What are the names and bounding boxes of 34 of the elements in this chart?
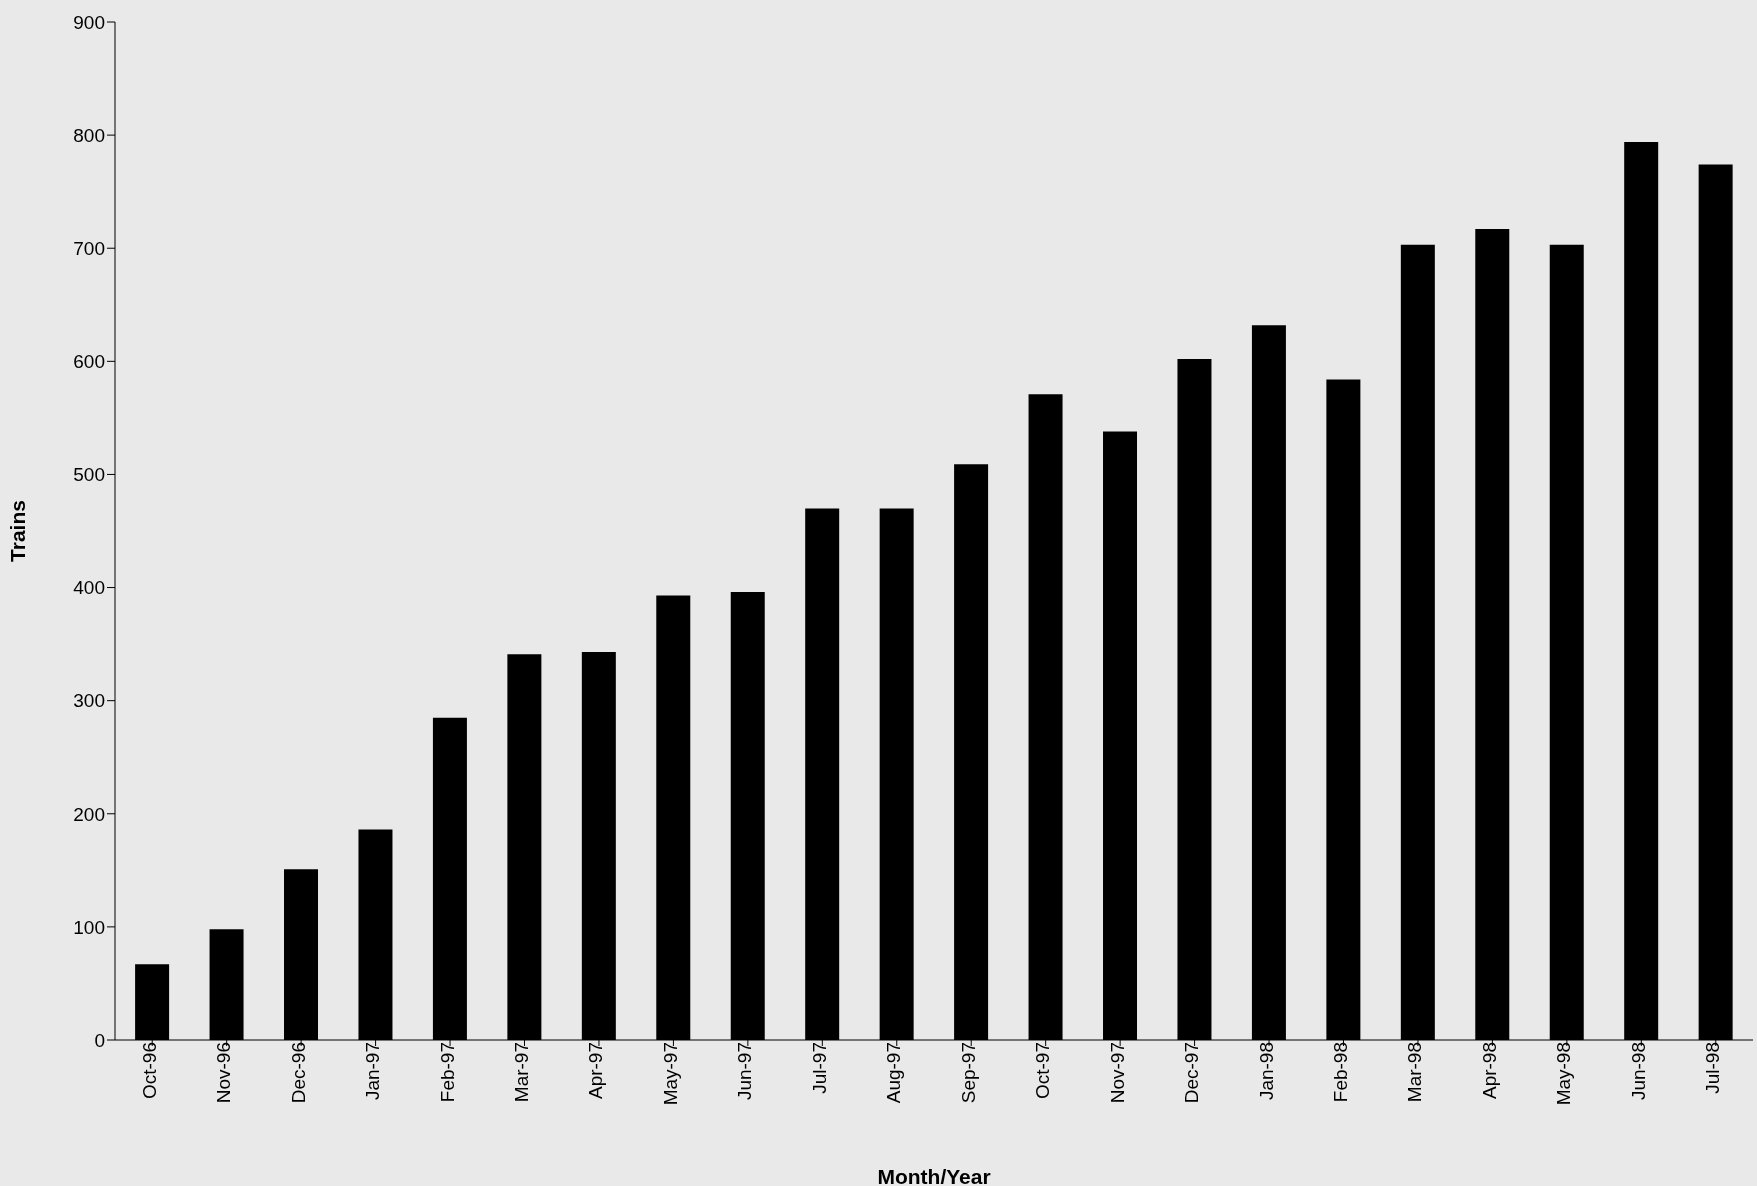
x-tick-label: Jan-98 — [1255, 1042, 1277, 1101]
y-tick-label: 800 — [73, 124, 105, 146]
x-tick-label: Jul-97 — [808, 1042, 830, 1094]
x-tick-label: Apr-98 — [1478, 1042, 1500, 1100]
y-tick-label: 100 — [73, 916, 105, 938]
y-tick-label: 0 — [94, 1029, 105, 1051]
x-tick-label: Feb-97 — [436, 1042, 458, 1103]
x-tick-label: Jun-98 — [1627, 1042, 1649, 1101]
y-tick-label: 900 — [73, 11, 105, 33]
x-tick-label: Jul-98 — [1702, 1042, 1724, 1094]
x-tick-label: Jan-97 — [362, 1042, 384, 1101]
x-tick-label: Sep-97 — [957, 1042, 979, 1104]
x-tick-label: Dec-97 — [1181, 1042, 1203, 1104]
x-tick-label: Feb-98 — [1329, 1042, 1351, 1103]
y-tick-label: 400 — [73, 577, 105, 599]
x-tick-label: Nov-96 — [213, 1042, 235, 1104]
x-axis-title: Month/Year — [877, 1165, 991, 1186]
x-tick-label: May-98 — [1553, 1042, 1575, 1106]
x-tick-label: Jun-97 — [734, 1042, 756, 1101]
x-tick-label: Mar-98 — [1404, 1042, 1426, 1103]
y-tick-label: 700 — [73, 237, 105, 259]
x-tick-label: Mar-97 — [510, 1042, 532, 1103]
y-axis-title: Trains — [6, 500, 30, 562]
x-tick-label: Nov-97 — [1106, 1042, 1128, 1104]
y-tick-label: 500 — [73, 464, 105, 486]
x-tick-label: May-97 — [659, 1042, 681, 1106]
y-tick-label: 300 — [73, 690, 105, 712]
x-tick-label: Dec-96 — [287, 1042, 309, 1104]
x-tick-label: Apr-97 — [585, 1042, 607, 1100]
x-tick-label: Oct-97 — [1032, 1042, 1054, 1100]
y-tick-label: 200 — [73, 803, 105, 825]
y-tick-label: 600 — [73, 351, 105, 373]
x-tick-label: Oct-96 — [138, 1042, 160, 1100]
x-tick-label: Aug-97 — [883, 1042, 905, 1104]
